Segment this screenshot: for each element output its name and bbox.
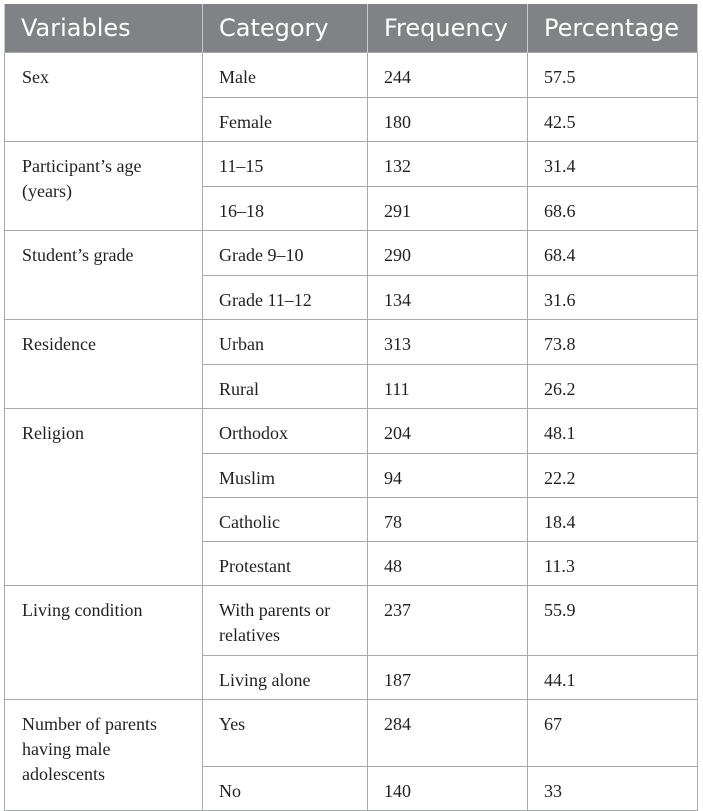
table-row: Living condition With parents or relative…	[4, 585, 698, 700]
category-cell: Male	[202, 52, 368, 98]
table-row: Residence Urban 313 73.8	[4, 319, 698, 409]
table-row: Number of parents having male adolescent…	[4, 699, 698, 811]
table-body: Sex Male 244 57.5 Female 180 42.5 Participant’s…	[4, 52, 698, 811]
percentage-cell: 42.5	[527, 97, 698, 142]
frequency-cell: 284	[367, 699, 528, 767]
percentage-cell: 55.9	[527, 585, 698, 656]
category-cell: No	[202, 766, 368, 811]
percentage-cell: 11.3	[527, 541, 698, 586]
percentage-cell: 22.2	[527, 453, 698, 498]
frequency-cell: 313	[367, 319, 528, 365]
table-row: Muslim 94 22.2	[5, 453, 698, 498]
category-cell: Orthodox	[202, 408, 368, 454]
variable-cell: Sex	[4, 52, 203, 142]
frequency-cell: 78	[367, 497, 528, 542]
table-row: Religion Orthodox 204 48.1	[4, 408, 698, 586]
category-cell: Grade 11–12	[202, 275, 368, 320]
category-cell: 16–18	[202, 186, 368, 231]
data-table: Variables Category Frequency Percentage …	[4, 4, 698, 811]
category-cell: Grade 9–10	[202, 230, 368, 276]
percentage-cell: 44.1	[527, 655, 698, 700]
table-row: Catholic 78 18.4	[5, 497, 698, 542]
frequency-cell: 48	[367, 541, 528, 586]
variable-cell: Student’s grade	[4, 230, 203, 320]
category-cell: Catholic	[202, 497, 368, 542]
frequency-cell: 140	[367, 766, 528, 811]
header-variables: Variables	[4, 4, 203, 53]
variable-cell: Participant’s age (years)	[4, 141, 203, 231]
percentage-cell: 26.2	[527, 364, 698, 409]
table-header: Variables Category Frequency Percentage	[4, 4, 698, 53]
category-cell: Female	[202, 97, 368, 142]
frequency-cell: 111	[367, 364, 528, 409]
percentage-cell: 18.4	[527, 497, 698, 542]
percentage-cell: 73.8	[527, 319, 698, 365]
category-cell: With parents or relatives	[202, 585, 368, 656]
header-category: Category	[202, 4, 368, 53]
header-percentage: Percentage	[527, 4, 698, 53]
frequency-cell: 291	[367, 186, 528, 231]
table-row: No 140 33	[5, 766, 698, 811]
variable-cell: Religion	[4, 408, 203, 586]
percentage-cell: 68.6	[527, 186, 698, 231]
frequency-cell: 187	[367, 655, 528, 700]
category-cell: Urban	[202, 319, 368, 365]
frequency-cell: 134	[367, 275, 528, 320]
frequency-cell: 244	[367, 52, 528, 98]
percentage-cell: 31.6	[527, 275, 698, 320]
table-row: Grade 11–12 134 31.6	[5, 275, 698, 320]
percentage-cell: 68.4	[527, 230, 698, 276]
table-row: Participant’s age (years) 11–15 132 31.4	[4, 141, 698, 231]
table-row: Sex Male 244 57.5	[4, 52, 698, 142]
table-row: Rural 111 26.2	[5, 364, 698, 409]
table-row: Living alone 187 44.1	[5, 655, 698, 700]
variable-cell: Number of parents having male adolescent…	[4, 699, 203, 811]
category-cell: Muslim	[202, 453, 368, 498]
percentage-cell: 31.4	[527, 141, 698, 187]
frequency-cell: 94	[367, 453, 528, 498]
table-row: 16–18 291 68.6	[5, 186, 698, 231]
variable-cell: Living condition	[4, 585, 203, 700]
variable-cell: Residence	[4, 319, 203, 409]
header-frequency: Frequency	[367, 4, 528, 53]
category-cell: Protestant	[202, 541, 368, 586]
category-cell: 11–15	[202, 141, 368, 187]
category-cell: Living alone	[202, 655, 368, 700]
percentage-cell: 57.5	[527, 52, 698, 98]
table-row: Female 180 42.5	[5, 97, 698, 142]
frequency-cell: 204	[367, 408, 528, 454]
frequency-cell: 290	[367, 230, 528, 276]
header-row: Variables Category Frequency Percentage	[4, 4, 698, 53]
frequency-cell: 237	[367, 585, 528, 656]
percentage-cell: 33	[527, 766, 698, 811]
category-cell: Rural	[202, 364, 368, 409]
table-row: Protestant 48 11.3	[5, 541, 698, 586]
percentage-cell: 67	[527, 699, 698, 767]
category-cell: Yes	[202, 699, 368, 767]
frequency-cell: 132	[367, 141, 528, 187]
percentage-cell: 48.1	[527, 408, 698, 454]
frequency-cell: 180	[367, 97, 528, 142]
table-row: Student’s grade Grade 9–10 290 68.4	[4, 230, 698, 320]
